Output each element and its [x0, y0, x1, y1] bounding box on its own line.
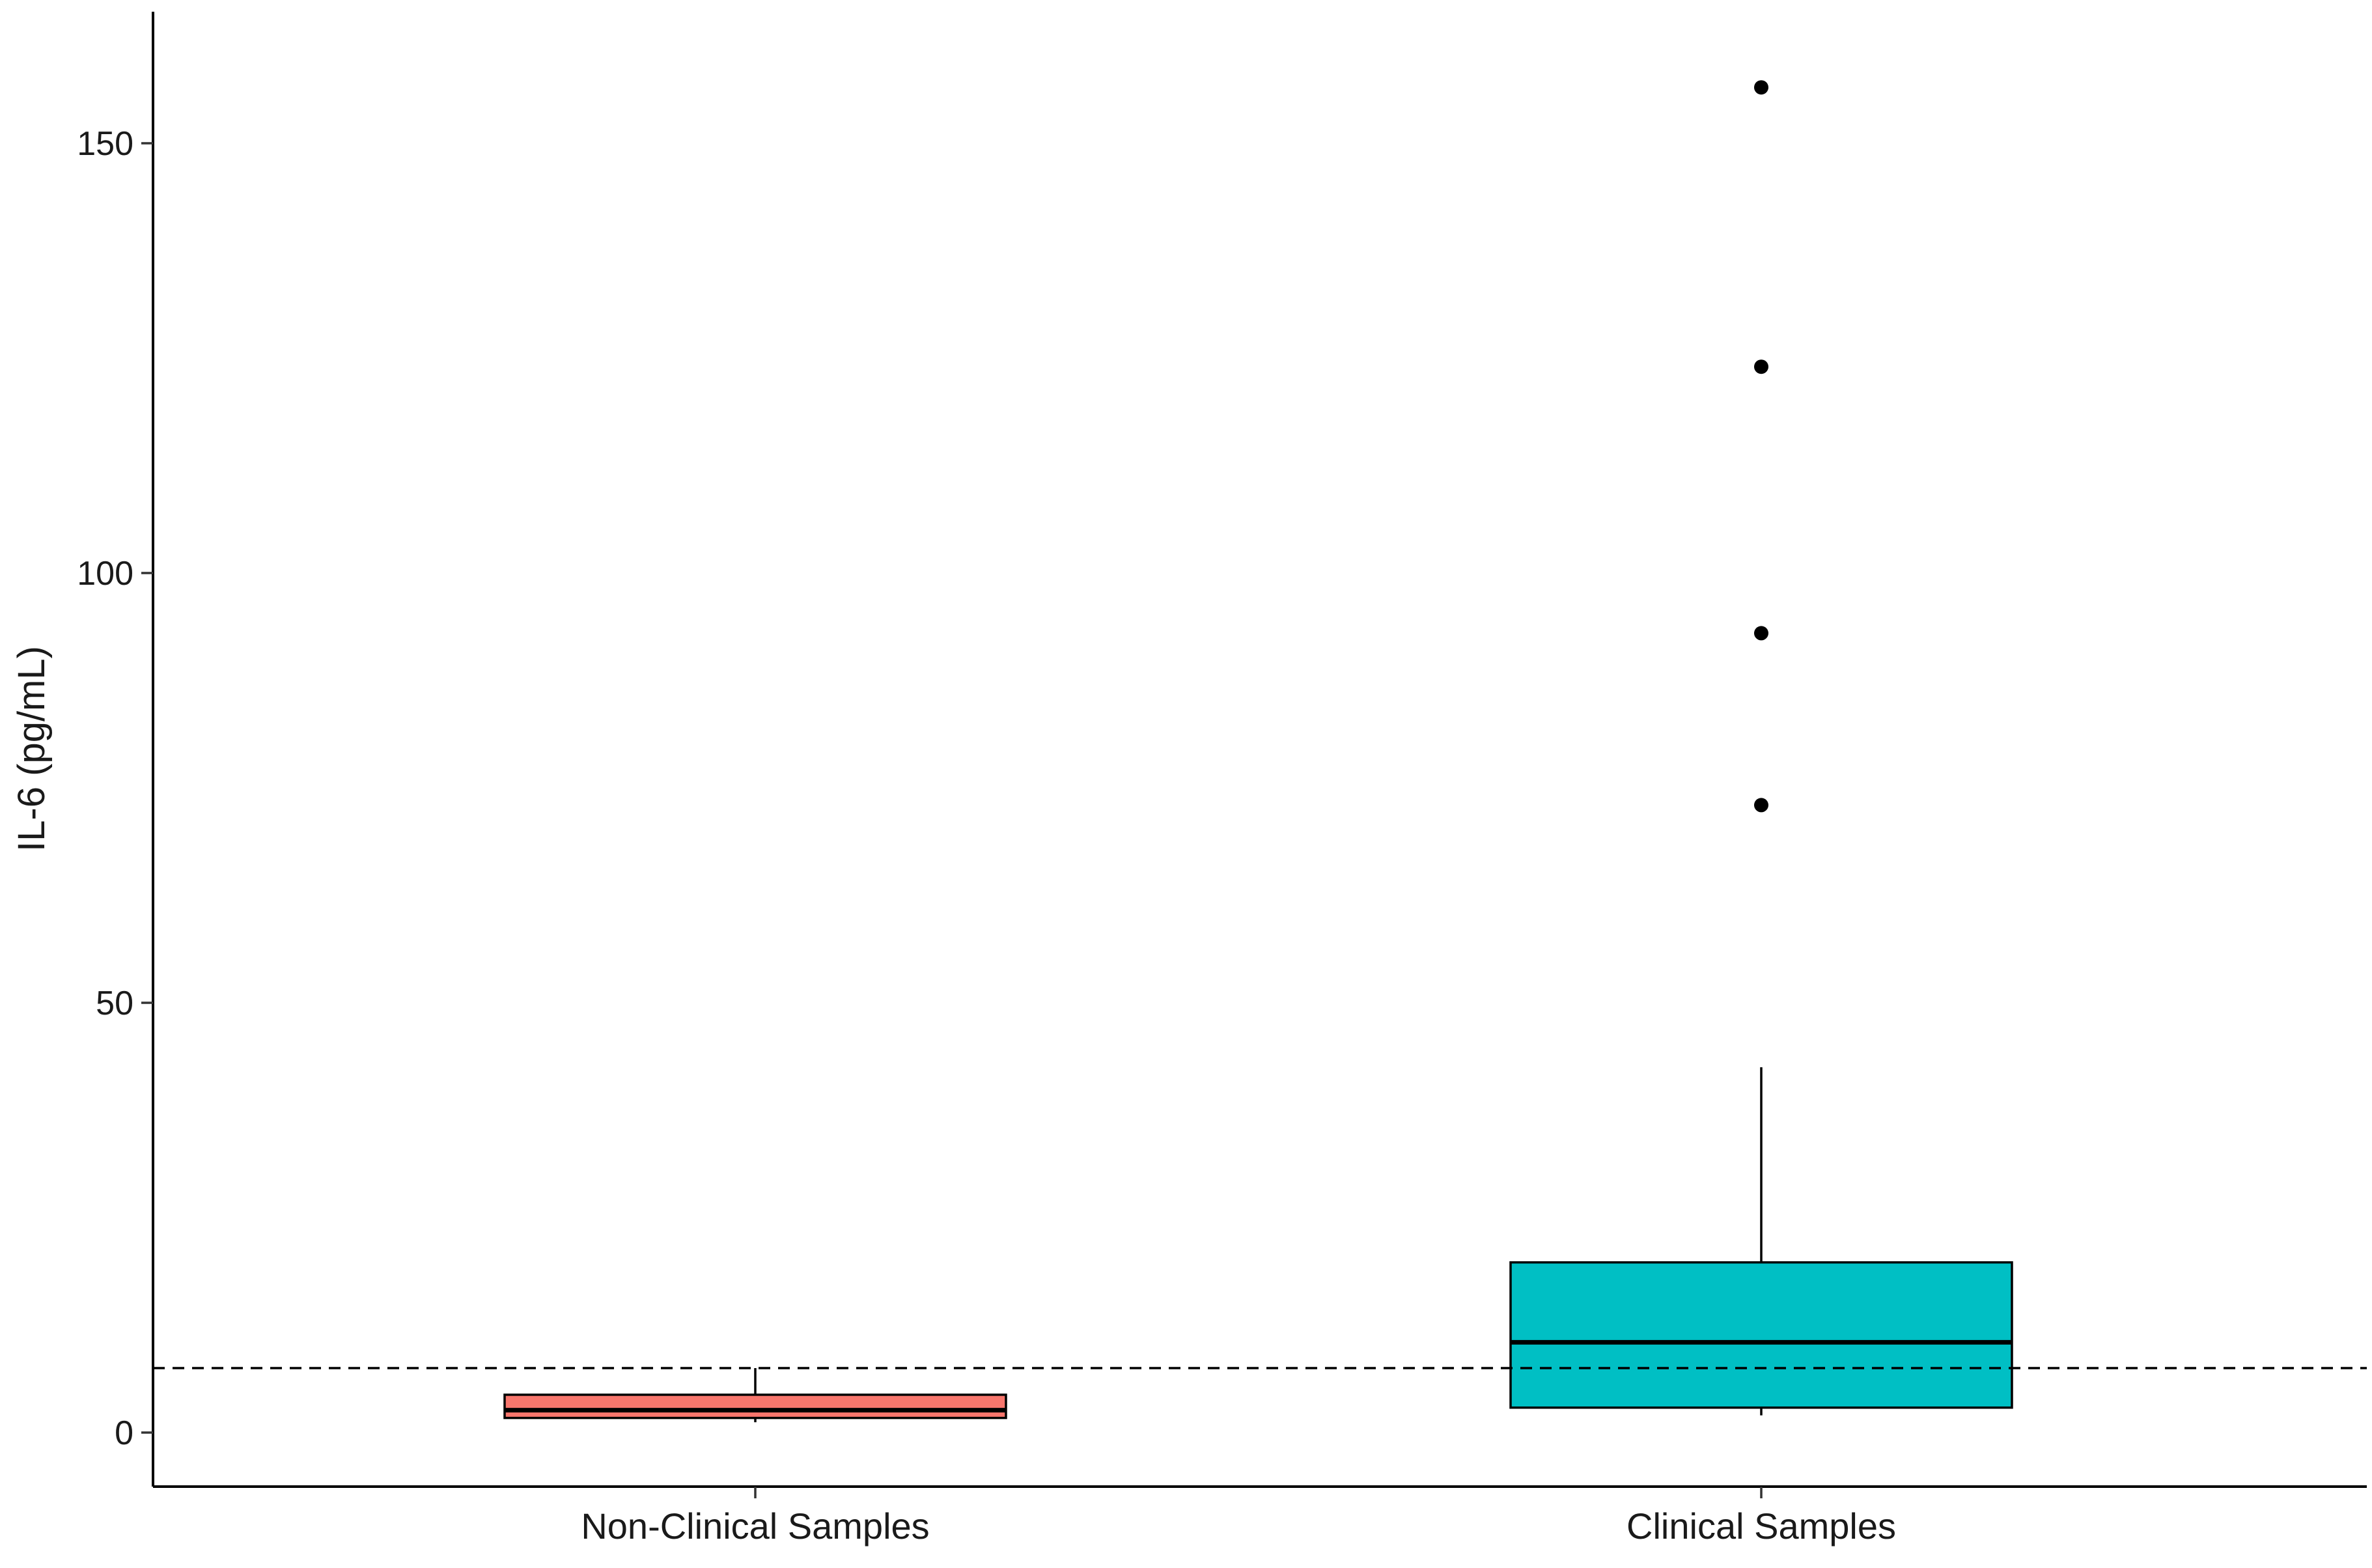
- outlier-point: [1754, 80, 1768, 95]
- y-tick-label: 0: [115, 1414, 133, 1452]
- box-iqr: [503, 1393, 1007, 1420]
- x-tick-label: Clinical Samples: [1626, 1505, 1896, 1547]
- outlier-point: [1754, 359, 1768, 374]
- box-group-2: [1509, 80, 2013, 1416]
- y-axis-title: IL-6 (pg/mL): [10, 646, 53, 852]
- x-tick-label: Non-Clinical Samples: [581, 1505, 929, 1547]
- ticks-layer: 0 50 100 150 Non-Clinical Samples Clinical Sa…: [77, 125, 1896, 1547]
- box-group-1: [503, 1368, 1007, 1423]
- outlier-point: [1754, 798, 1768, 813]
- box-iqr: [1509, 1261, 2013, 1409]
- y-tick-label: 100: [77, 555, 133, 593]
- outlier-point: [1754, 626, 1768, 641]
- y-tick-label: 50: [96, 985, 133, 1022]
- boxes-layer: [503, 80, 2013, 1423]
- axes-layer: [152, 12, 2367, 1488]
- y-tick-label: 150: [77, 125, 133, 163]
